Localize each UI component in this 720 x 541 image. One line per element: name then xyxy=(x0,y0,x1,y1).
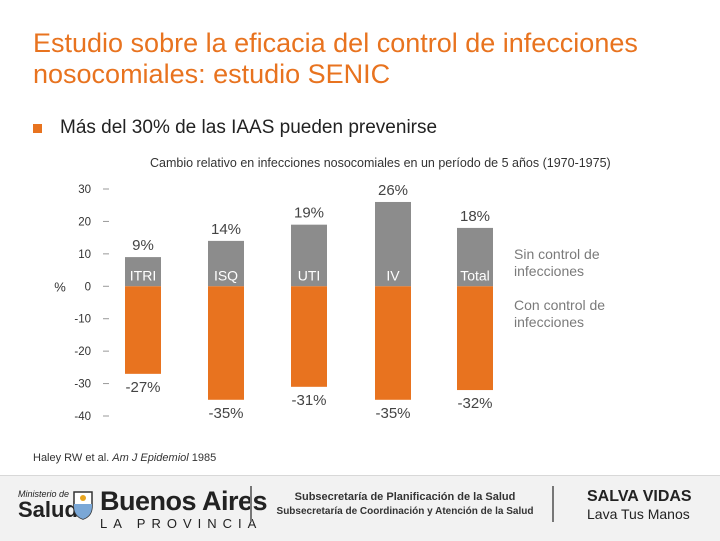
subsecretaria-planificacion: Subsecretaría de Planificación de la Sal… xyxy=(294,491,516,503)
slide-title: Estudio sobre la eficacia del control de… xyxy=(33,28,638,89)
data-label-negative: -32% xyxy=(457,395,492,412)
citation-year: 1985 xyxy=(188,452,217,464)
bar-chart: 30 20 10 0 -10 -20 -30 -40% ITRI 9% -27% ISQ 14% -35%… xyxy=(54,182,605,423)
footer: Ministerio de Salud Buenos Aires LA PROV… xyxy=(0,475,720,541)
footer-divider xyxy=(250,486,252,522)
bar-con-control xyxy=(125,286,161,374)
y-tick-label: -10 xyxy=(74,314,91,326)
province-label: LA PROVINCIA xyxy=(100,516,263,531)
data-label-positive: 26% xyxy=(378,182,408,199)
data-label-positive: 9% xyxy=(132,237,154,254)
category-label: ITRI xyxy=(130,267,156,283)
y-axis-label: % xyxy=(54,279,66,294)
legend-con-control: infecciones xyxy=(514,314,584,330)
citation-journal: Am J Epidemiol xyxy=(112,452,189,464)
citation-authors: Haley RW et al. xyxy=(33,452,113,464)
slogan-line2: Lava Tus Manos xyxy=(587,506,690,522)
ministerio-label: Ministerio de xyxy=(18,489,70,499)
y-tick-label: 0 xyxy=(85,281,91,293)
bar-con-control xyxy=(208,286,244,400)
buenos-aires-name: Buenos Aires xyxy=(100,486,268,516)
slogan-line1: SALVA VIDAS xyxy=(587,488,692,505)
y-tick-label: 30 xyxy=(78,184,91,196)
y-tick-label: 20 xyxy=(78,216,91,228)
legend-con-control: Con control de xyxy=(514,297,605,313)
bar-con-control xyxy=(291,286,327,387)
legend-sin-control: Sin control de xyxy=(514,246,600,262)
data-label-negative: -27% xyxy=(125,379,160,396)
bar-sin-control xyxy=(375,201,411,287)
category-label: UTI xyxy=(298,267,321,283)
bullet-point: Más del 30% de las IAAS pueden prevenirs… xyxy=(33,117,437,139)
category-label: ISQ xyxy=(214,267,238,283)
bar-sin-control xyxy=(457,227,493,287)
category-label: IV xyxy=(386,267,400,283)
bar-sin-control xyxy=(125,257,161,287)
data-label-negative: -35% xyxy=(375,405,410,422)
buenos-aires-logo: Buenos Aires LA PROVINCIA xyxy=(100,486,268,531)
data-label-negative: -31% xyxy=(291,392,326,409)
ministerio-logo: Ministerio de Salud xyxy=(18,490,78,521)
y-tick-label: -30 xyxy=(74,379,91,391)
bar-con-control xyxy=(375,286,411,400)
category-label: Total xyxy=(460,267,490,283)
province-shield-icon xyxy=(73,491,93,520)
data-label-negative: -35% xyxy=(208,405,243,422)
bullet-text: Más del 30% de las IAAS pueden prevenirs… xyxy=(60,117,438,138)
y-tick-label: -40 xyxy=(74,411,91,423)
salud-label: Salud xyxy=(18,497,78,522)
citation: Haley RW et al. Am J Epidemiol 1985 xyxy=(33,452,216,464)
legend-sin-control: infecciones xyxy=(514,263,584,279)
bullet-square-icon xyxy=(33,123,42,133)
bar-con-control xyxy=(457,286,493,391)
data-label-positive: 18% xyxy=(460,208,490,225)
data-label-positive: 14% xyxy=(211,221,241,238)
data-label-positive: 19% xyxy=(294,205,324,222)
y-tick-label: 10 xyxy=(78,249,91,261)
bar-sin-control xyxy=(291,224,327,287)
slogan: SALVA VIDAS Lava Tus Manos xyxy=(587,488,692,522)
bar-sin-control xyxy=(208,240,244,287)
chart-title: Cambio relativo en infecciones nosocomia… xyxy=(150,156,611,170)
y-tick-label: -20 xyxy=(74,346,91,358)
footer-divider xyxy=(552,486,554,522)
subsecretarias: Subsecretaría de Planificación de la Sal… xyxy=(270,491,540,517)
subsecretaria-coordinacion: Subsecretaría de Coordinación y Atención… xyxy=(276,506,534,517)
